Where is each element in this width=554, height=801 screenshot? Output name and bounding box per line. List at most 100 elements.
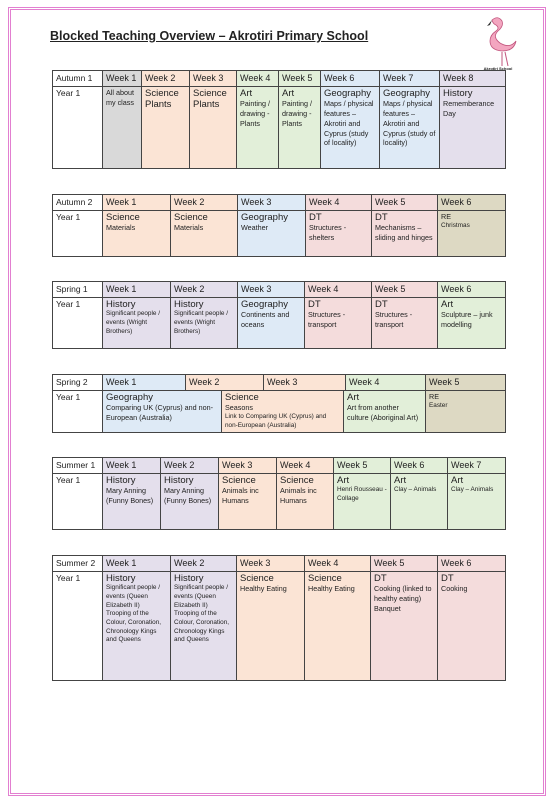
lesson-cell: Science Plants (189, 86, 237, 169)
detail: Seasons (225, 403, 253, 413)
page-border (8, 7, 546, 796)
week-header: Week 6 (437, 555, 506, 572)
note: Significant people / events (Queen Eliza… (106, 584, 161, 609)
week-name: Week 3 (267, 377, 298, 387)
week-header: Week 5 (425, 374, 506, 391)
subject: Geography (241, 299, 289, 310)
week-name: Week 5 (375, 197, 406, 207)
subject: Art (337, 475, 350, 486)
subject: History (164, 475, 194, 486)
lesson-cell: History Significant people / events (Quee… (170, 571, 237, 681)
lesson-cell: Art Painting / drawing - Plants (236, 86, 279, 169)
subject: Geography (383, 88, 431, 99)
term-name: Autumn 2 (56, 197, 93, 207)
year-label: Year 1 (52, 210, 103, 257)
lesson-cell: RE Christmas (437, 210, 506, 257)
lesson-cell: Geography Comparing UK (Cyprus) and non-E… (102, 390, 222, 433)
year-label: Year 1 (52, 86, 103, 169)
week-name: Week 4 (280, 460, 311, 470)
subject: Science (222, 475, 256, 486)
week-name: Week 4 (308, 284, 339, 294)
detail: All about my class (106, 88, 134, 107)
lesson-cell: Science Seasons Link to Comparing UK (Cypr… (221, 390, 344, 433)
year-name: Year 1 (56, 88, 81, 98)
week-name: Week 3 (241, 197, 272, 207)
detail: Weather (241, 223, 269, 233)
year-name: Year 1 (56, 299, 81, 309)
week-header: Week 3 (237, 194, 306, 211)
lesson-cell: Science Materials (102, 210, 171, 257)
week-name: Week 2 (174, 284, 205, 294)
lesson-cell: History Rememberance Day (439, 86, 506, 169)
week-header: Week 4 (304, 555, 371, 572)
lesson-cell: Art Clay – Animals (390, 473, 448, 530)
detail: Mechanisms – sliding and hinges (375, 223, 433, 243)
week-name: Week 3 (193, 73, 224, 83)
week-header: Week 4 (276, 457, 334, 474)
week-name: Week 1 (106, 377, 137, 387)
detail: Materials (106, 223, 136, 233)
subject: History (174, 573, 204, 584)
subject: Art (282, 88, 295, 99)
subject: History (106, 573, 136, 584)
week-header: Week 1 (102, 457, 161, 474)
term-name: Summer 1 (56, 460, 96, 470)
lesson-cell: All about my class (102, 86, 142, 169)
detail: Mary Anning (Funny Bones) (106, 486, 154, 506)
note: Significant people / events (Wright Brot… (174, 310, 229, 335)
subject: Geography (241, 212, 289, 223)
week-name: Week 2 (174, 558, 205, 568)
week-name: Week 3 (240, 558, 271, 568)
subject: Science Plants (193, 88, 227, 111)
note: Trooping of the Colour, Coronation, Chro… (106, 610, 162, 644)
week-name: Week 4 (349, 377, 380, 387)
subject: Science (174, 212, 208, 223)
term-label: Summer 2 (52, 555, 103, 572)
week-name: Week 3 (241, 284, 272, 294)
week-name: Week 2 (174, 197, 205, 207)
week-name: Week 1 (106, 73, 137, 83)
lesson-cell: History Significant people / events (Wrig… (170, 297, 238, 349)
term-label: Spring 2 (52, 374, 103, 391)
week-header: Week 1 (102, 374, 186, 391)
subject: Art (394, 475, 407, 486)
lesson-cell: History Mary Anning (Funny Bones) (160, 473, 219, 530)
lesson-cell: Art Art from another culture (Aboriginal … (343, 390, 426, 433)
lesson-cell: Geography Continents and oceans (237, 297, 305, 349)
week-name: Week 6 (394, 460, 425, 470)
subject: Science (280, 475, 314, 486)
lesson-cell: RE Easter (425, 390, 506, 433)
lesson-cell: Art Clay – Animals (447, 473, 506, 530)
week-header: Week 8 (439, 70, 506, 87)
lesson-cell: Art Henri Rousseau - Collage (333, 473, 391, 530)
week-header: Week 5 (371, 281, 438, 298)
note: Significant people / events (Wright Brot… (106, 310, 161, 335)
lesson-cell: DT Structures - transport (304, 297, 372, 349)
term-name: Summer 2 (56, 558, 96, 568)
lesson-cell: History Mary Anning (Funny Bones) (102, 473, 161, 530)
lesson-cell: Art Painting / drawing - Plants (278, 86, 321, 169)
week-name: Week 7 (451, 460, 482, 470)
title: Blocked Teaching Overview – Akrotiri Pri… (50, 29, 369, 43)
detail: Healthy Eating (240, 584, 287, 594)
week-name: Week 7 (383, 73, 414, 83)
subject: History (106, 475, 136, 486)
term-label: Spring 1 (52, 281, 103, 298)
lesson-cell: Science Animals inc Humans (276, 473, 334, 530)
week-name: Week 6 (324, 73, 355, 83)
detail: Sculpture – junk modelling (441, 310, 493, 330)
week-name: Week 1 (106, 197, 137, 207)
week-header: Week 5 (278, 70, 321, 87)
subject: History (174, 299, 204, 310)
detail: Maps / physical features – Akrotiri and … (383, 99, 436, 148)
week-name: Week 4 (240, 73, 271, 83)
subject: Science (308, 573, 342, 584)
detail: Animals inc Humans (222, 486, 259, 506)
note: Easter (429, 401, 448, 409)
lesson-cell: History Significant people / events (Wrig… (102, 297, 171, 349)
week-name: Week 4 (309, 197, 340, 207)
week-header: Week 5 (370, 555, 438, 572)
detail: Structures - transport (308, 310, 346, 330)
subject: DT (441, 573, 454, 584)
note: Clay – Animals (394, 486, 437, 494)
